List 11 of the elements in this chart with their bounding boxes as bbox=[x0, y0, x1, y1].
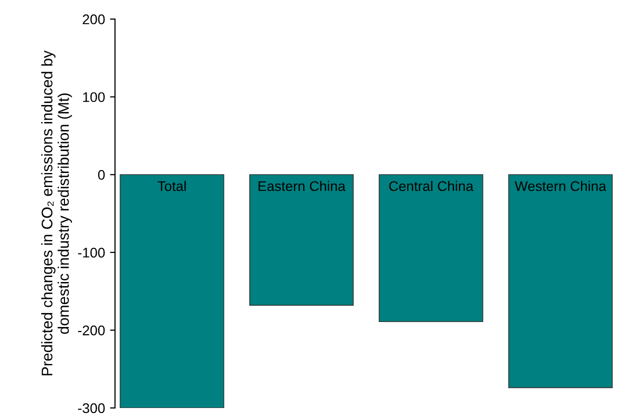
y-tick-label: -100 bbox=[78, 248, 105, 258]
x-tick-label: Total bbox=[158, 180, 186, 192]
y-tick-label: -200 bbox=[78, 326, 105, 336]
x-tick-label: Eastern China bbox=[258, 180, 346, 192]
x-tick-label: Western China bbox=[514, 180, 606, 192]
y-tick-label: 200 bbox=[82, 14, 105, 24]
y-axis-title: Predicted changes in CO₂ emissions induced by domestic industry redistribution (Mt) bbox=[41, 50, 72, 376]
y-tick-label: 0 bbox=[98, 170, 105, 180]
x-tick-label: Central China bbox=[389, 180, 474, 192]
y-tick-label: -300 bbox=[78, 403, 105, 414]
y-tick-label: 100 bbox=[83, 92, 105, 102]
